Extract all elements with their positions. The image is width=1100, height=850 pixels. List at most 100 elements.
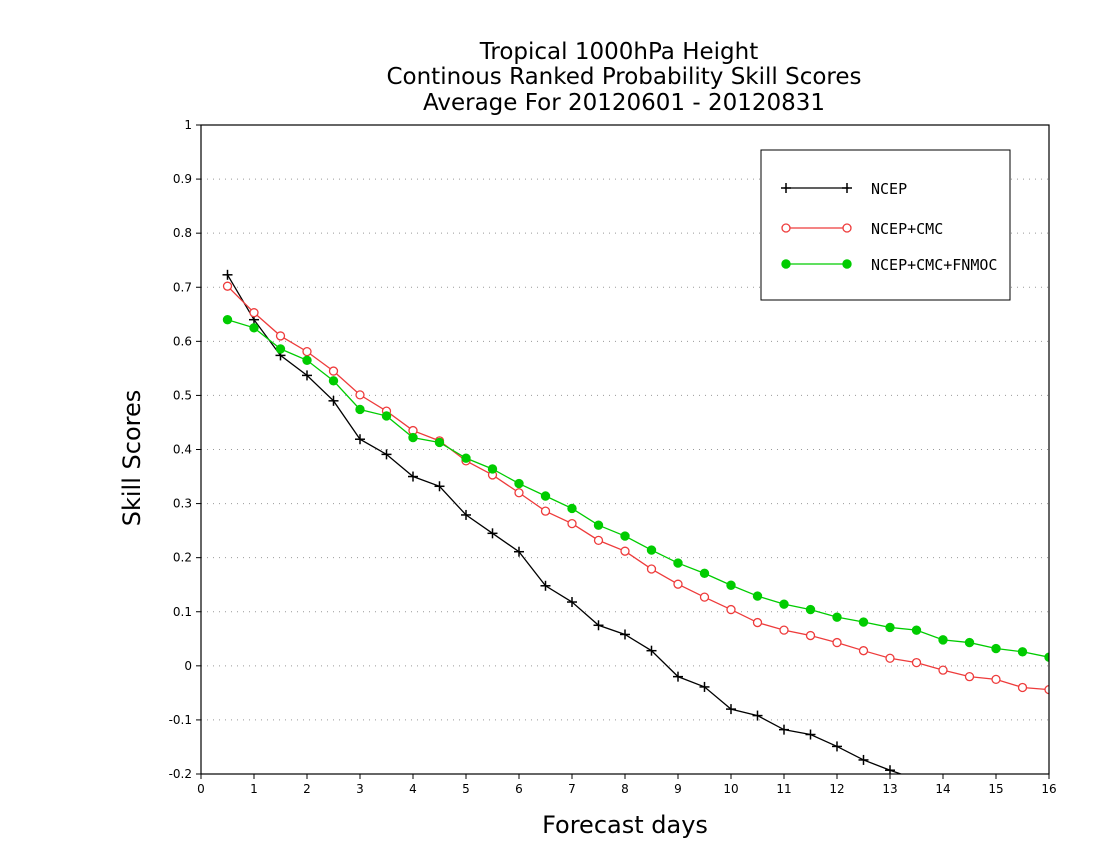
x-tick-label: 0 [197,782,205,796]
axis-ticks: -0.2-0.100.10.20.30.40.50.60.70.80.910 1 2… [169,118,1057,796]
title-line-2: Continous Ranked Probability Skill Score… [386,64,861,90]
x-tick-label: 13 [882,782,897,796]
data-point [540,506,551,516]
data-point [567,518,577,529]
y-tick-label: 1 [184,118,192,132]
x-tick-label: 10 [723,782,738,796]
data-point [832,741,842,752]
data-point [328,395,339,406]
y-tick-label: 0.7 [173,280,192,294]
series-line [227,319,1049,658]
data-point [912,774,922,784]
data-point [620,629,630,640]
data-point [779,599,789,609]
data-point [699,681,710,692]
data-point [514,488,524,498]
data-point [832,612,842,622]
y-tick-label: 0.8 [173,226,192,240]
data-point [514,546,524,557]
legend-label: NCEP+CMC+FNMOC [871,256,997,274]
data-point [514,478,524,489]
data-point [858,617,869,627]
legend-marker [842,183,852,193]
data-point [885,653,895,663]
x-tick-label: 14 [935,782,950,796]
data-point [964,672,975,682]
data-point [965,796,975,806]
data-point [593,620,604,631]
legend: NCEP NCEP+CMC NCEP+CMC+FNMOC [760,149,1011,301]
data-point [275,344,286,354]
data-point [858,646,869,656]
data-point [805,604,816,615]
x-tick-label: 7 [568,782,576,796]
series-ncep-cmc-fnmoc [222,315,1049,662]
data-point [752,617,763,628]
y-tick-label: 0.3 [173,497,192,511]
legend-marker [781,183,791,193]
y-tick-label: 0.1 [173,605,192,619]
data-point [699,592,710,602]
data-point [991,643,1001,654]
y-tick-label: 0.2 [173,551,192,565]
data-point [1044,652,1049,662]
data-point [249,308,259,318]
data-point [911,657,922,668]
series-line [227,285,1049,691]
data-point [540,580,551,591]
data-point [302,370,312,381]
data-point [381,449,392,460]
title-line-1: Tropical 1000hPa Height [479,39,759,65]
data-point [726,604,736,615]
data-point [355,434,365,445]
data-point [275,331,286,341]
legend-marker [781,259,791,269]
data-point [408,471,418,482]
y-tick-label: 0.4 [173,443,192,457]
x-tick-label: 4 [409,782,417,796]
x-axis-label: Forecast days [542,811,708,839]
legend-item: NCEP+CMC [781,220,943,238]
data-point [646,545,657,555]
y-tick-label: 0.9 [173,172,192,186]
x-tick-label: 16 [1041,782,1056,796]
legend-item: NCEP+CMC+FNMOC [781,256,997,274]
data-point [779,724,789,735]
data-point [938,665,948,675]
data-point [461,509,471,520]
chart-title: Tropical 1000hPa Height Continous Ranked… [386,39,861,116]
data-point [620,546,630,556]
data-point [567,503,577,514]
legend-marker [842,259,852,269]
data-point [1017,682,1028,693]
data-point [673,579,683,589]
x-tick-label: 6 [515,782,523,796]
data-point [355,390,365,400]
data-point [885,622,895,633]
y-tick-label: 0.6 [173,334,192,348]
title-line-3: Average For 20120601 - 20120831 [423,90,825,116]
data-point [805,630,816,641]
plot-frame [200,124,1050,775]
data-point [302,346,312,357]
data-point [540,491,551,501]
x-tick-label: 15 [988,782,1003,796]
legend-item: NCEP [781,180,907,198]
legend-label: NCEP [871,180,907,198]
data-point [222,315,233,325]
legend-marker [781,223,791,233]
data-point [487,528,498,539]
data-point [1044,684,1049,695]
y-axis-label: Skill Scores [118,390,146,527]
x-tick-label: 3 [356,782,364,796]
data-point [726,580,736,590]
data-point [408,432,418,443]
data-point [911,625,922,635]
data-point [593,520,604,530]
data-point [805,729,816,740]
x-tick-label: 9 [674,782,682,796]
data-point [1018,818,1028,828]
data-point [302,355,312,365]
data-point [567,597,577,608]
